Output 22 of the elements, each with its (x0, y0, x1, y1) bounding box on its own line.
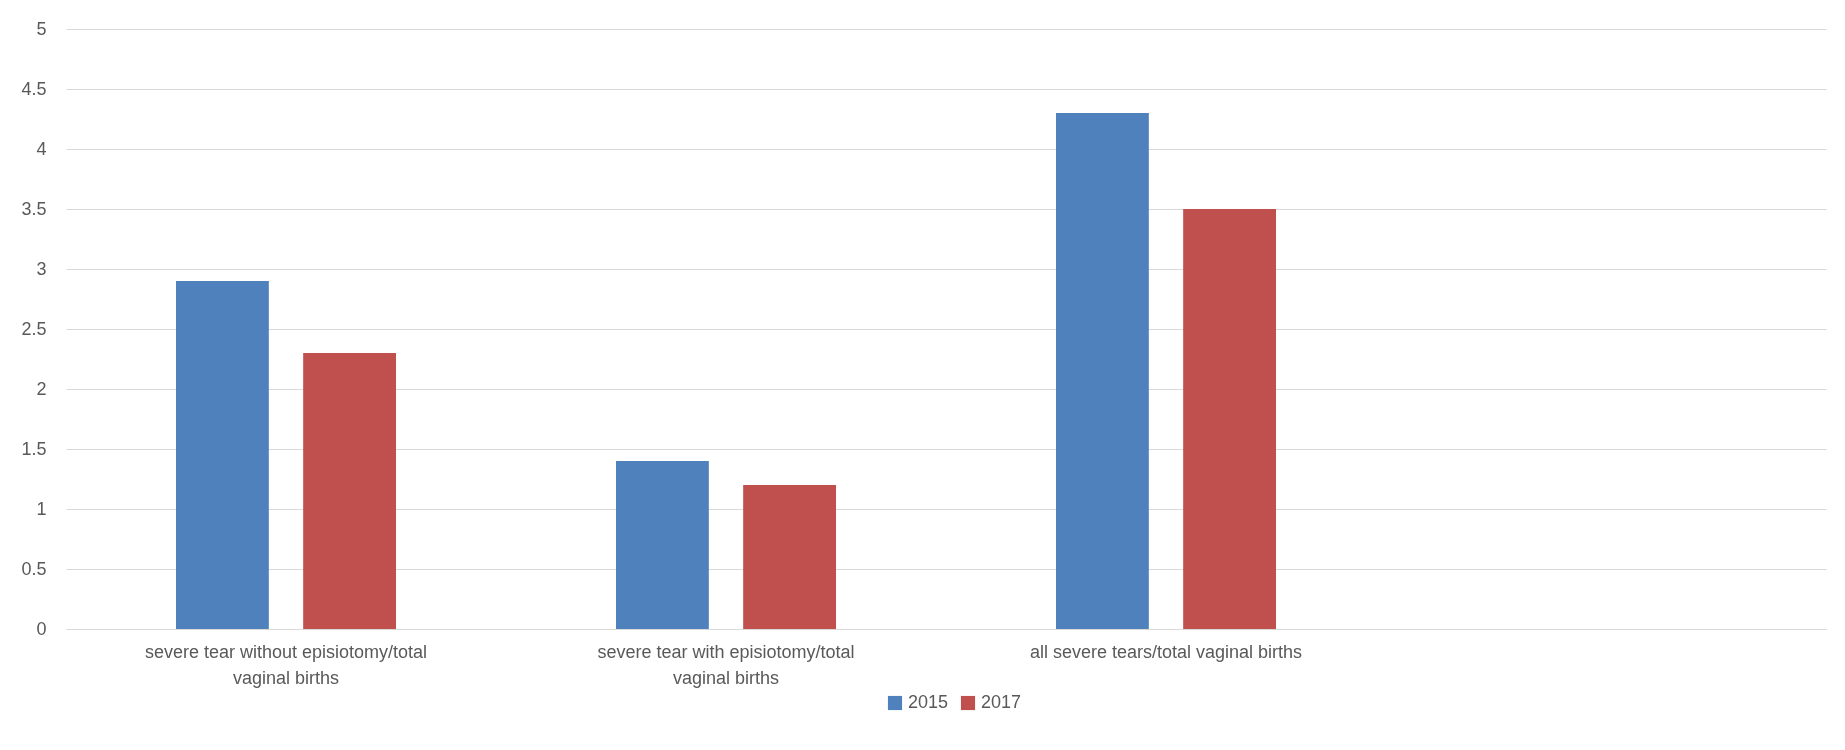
legend-label: 2017 (981, 692, 1022, 712)
x-tick-label: severe tear with episiotomy/total vaginal births (597, 641, 855, 688)
y-tick-label: 0 (36, 618, 47, 639)
bar (1056, 113, 1149, 629)
y-tick-label: 1 (36, 498, 47, 519)
x-tick-label: all severe tears/total vaginal births (1029, 641, 1303, 662)
y-tick-label: 1.5 (21, 438, 47, 459)
bar (1183, 209, 1276, 629)
x-tick-label: severe tear without episiotomy/total vaginal births (144, 641, 428, 688)
y-tick-label: 0.5 (21, 558, 47, 579)
bar (303, 353, 396, 629)
y-tick-label: 4.5 (21, 78, 47, 99)
bar (176, 281, 269, 629)
bar (743, 485, 836, 629)
y-tick-label: 3 (36, 258, 47, 279)
y-tick-label: 2.5 (21, 318, 47, 339)
y-tick-label: 2 (36, 378, 47, 399)
y-tick-label: 4 (36, 138, 47, 159)
y-tick-label: 5 (36, 18, 47, 39)
legend-label: 2015 (908, 692, 949, 712)
y-tick-label: 3.5 (21, 198, 47, 219)
bar (616, 461, 709, 629)
